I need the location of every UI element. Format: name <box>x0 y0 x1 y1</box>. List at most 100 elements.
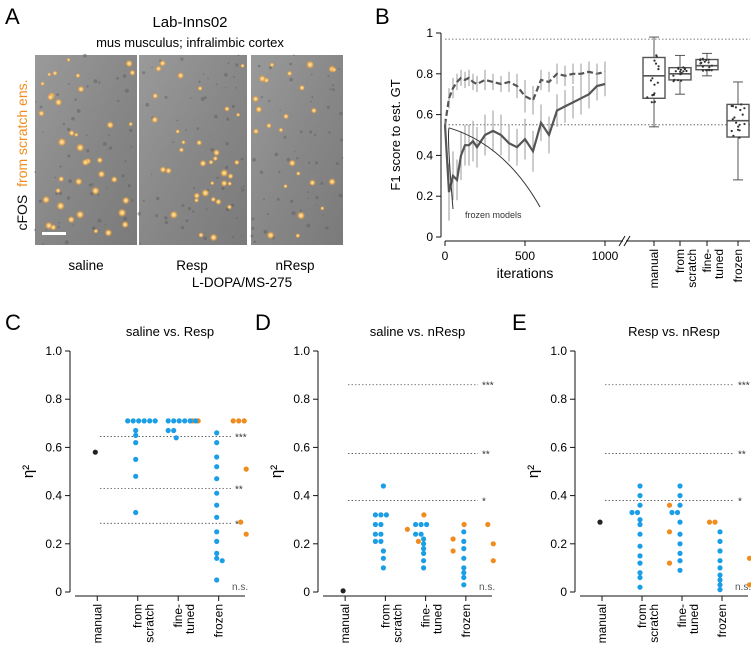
blue-point <box>717 572 723 578</box>
blue-point <box>677 558 683 564</box>
blue-point <box>637 574 643 581</box>
box-point <box>710 64 714 67</box>
blue-point <box>141 418 147 424</box>
x-tick-label: 1000 <box>592 249 619 263</box>
blue-point <box>461 565 467 571</box>
texture-dot <box>124 160 127 163</box>
blue-point <box>637 502 643 508</box>
cfos-cell <box>197 85 203 92</box>
box-iqr <box>695 58 719 71</box>
ns-label: n.s. <box>479 582 495 593</box>
texture-dot <box>124 88 129 93</box>
box-point <box>682 66 685 69</box>
texture-dot <box>176 119 179 122</box>
blue-point <box>418 531 424 537</box>
y-tick-label: 0.6 <box>550 440 567 454</box>
cfos-cell <box>56 201 65 211</box>
blue-point <box>133 427 139 434</box>
panel-letter-c: C <box>5 310 21 335</box>
texture-dot <box>252 157 256 162</box>
texture-dot <box>67 127 71 132</box>
texture-dot <box>202 73 205 75</box>
box-point <box>685 69 688 73</box>
panel-b: 0 0.2 0.4 0.6 0.8 1 F1 score to est. GT 0 500 100… <box>388 26 750 288</box>
panel-a-title: Lab-Inns02 <box>152 14 227 31</box>
significance-label: ** <box>235 484 243 495</box>
cfos-cell <box>226 204 233 210</box>
y-tick-label: 0.6 <box>45 440 62 454</box>
cfos-cell <box>165 167 172 175</box>
blue-point <box>418 521 424 528</box>
annotation-arrow <box>448 127 454 210</box>
blue-point <box>171 427 177 434</box>
texture-dot <box>278 170 281 173</box>
blue-point <box>717 548 723 554</box>
category-label: tuned <box>183 604 197 634</box>
box-point <box>679 68 683 71</box>
texture-dot <box>276 198 280 201</box>
blue-point <box>378 512 384 518</box>
significance-label: ** <box>738 449 746 460</box>
box-point <box>703 60 706 63</box>
panel-title: saline vs. Resp <box>126 324 214 339</box>
texture-dot <box>102 142 107 146</box>
cfos-cell <box>175 129 181 134</box>
cfos-cell <box>121 196 130 205</box>
blue-point <box>637 584 643 590</box>
texture-dot <box>215 83 218 86</box>
texture-dot <box>231 104 235 108</box>
box-point <box>730 129 733 133</box>
y-tick-label: 1.0 <box>550 344 567 358</box>
y-tick-label: 0.4 <box>416 148 433 162</box>
box-point <box>733 116 736 119</box>
orange-point <box>746 555 751 561</box>
blue-point <box>165 427 171 434</box>
texture-dot <box>67 83 70 85</box>
texture-dot <box>299 130 303 134</box>
blue-point <box>637 521 643 528</box>
texture-dot <box>187 207 192 211</box>
blue-point <box>674 509 681 516</box>
texture-dot <box>227 62 230 64</box>
texture-dot <box>224 73 228 77</box>
blue-point <box>378 531 384 537</box>
texture-dot <box>74 98 77 101</box>
blue-point <box>461 538 467 545</box>
box-point <box>707 58 710 61</box>
texture-dot <box>129 128 133 132</box>
cfos-cell <box>220 168 229 178</box>
texture-dot <box>307 161 311 164</box>
blue-point <box>677 493 683 499</box>
texture-dot <box>196 127 200 130</box>
panel-title: saline vs. nResp <box>370 324 465 339</box>
blue-point <box>171 418 177 424</box>
texture-dot <box>341 157 344 159</box>
blue-point <box>214 464 220 470</box>
ylabel-from-scratch: from scratch ens. <box>14 79 30 186</box>
texture-dot <box>99 229 101 231</box>
cfos-cell <box>278 127 284 133</box>
cfos-cell <box>240 63 245 69</box>
annotation-arrow <box>448 127 541 208</box>
cfos-cell <box>198 232 204 238</box>
texture-dot <box>296 157 299 160</box>
blue-point <box>173 435 179 441</box>
box-0 <box>642 36 666 128</box>
blue-point <box>372 521 378 528</box>
texture-dot <box>240 235 243 238</box>
cfos-cell <box>155 65 162 72</box>
texture-dot <box>185 219 189 223</box>
box-point <box>710 69 713 72</box>
texture-dot <box>335 162 339 165</box>
box-point <box>736 128 740 131</box>
cfos-cell <box>208 159 214 165</box>
texture-dot <box>307 191 309 193</box>
blue-point <box>677 502 683 508</box>
blue-point <box>214 490 220 496</box>
texture-dot <box>35 101 37 103</box>
texture-dot <box>42 243 44 246</box>
category-label: manual <box>595 604 609 643</box>
texture-dot <box>191 210 195 213</box>
cfos-cell <box>77 85 85 93</box>
cfos-cell <box>201 188 210 198</box>
